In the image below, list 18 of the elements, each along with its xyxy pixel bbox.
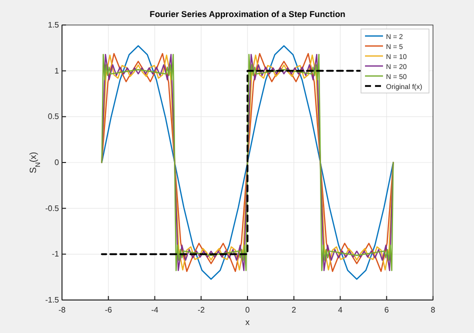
x-tick-label: 4: [338, 306, 344, 315]
x-tick-label: 0: [245, 306, 250, 315]
x-tick-label: -6: [104, 306, 112, 315]
x-axis-title: x: [245, 317, 250, 327]
x-tick-label: -2: [198, 306, 206, 315]
y-tick-label: -0.5: [45, 204, 60, 213]
y-tick-label: 1: [54, 66, 60, 76]
y-tick-label: 1.5: [48, 20, 60, 30]
y-tick-label: 0.5: [48, 112, 60, 122]
y-tick-label: -1: [52, 250, 60, 259]
chart-title: Fourier Series Approximation of a Step Function: [150, 9, 346, 19]
x-tick-label: -4: [151, 306, 159, 315]
x-tick-label: 8: [430, 306, 436, 315]
x-tick-label: 2: [292, 306, 297, 315]
y-tick-label: 0: [54, 158, 60, 168]
y-tick-label: -1.5: [45, 296, 60, 305]
x-tick-label: 6: [384, 306, 390, 315]
x-tick-label: -8: [58, 306, 66, 315]
